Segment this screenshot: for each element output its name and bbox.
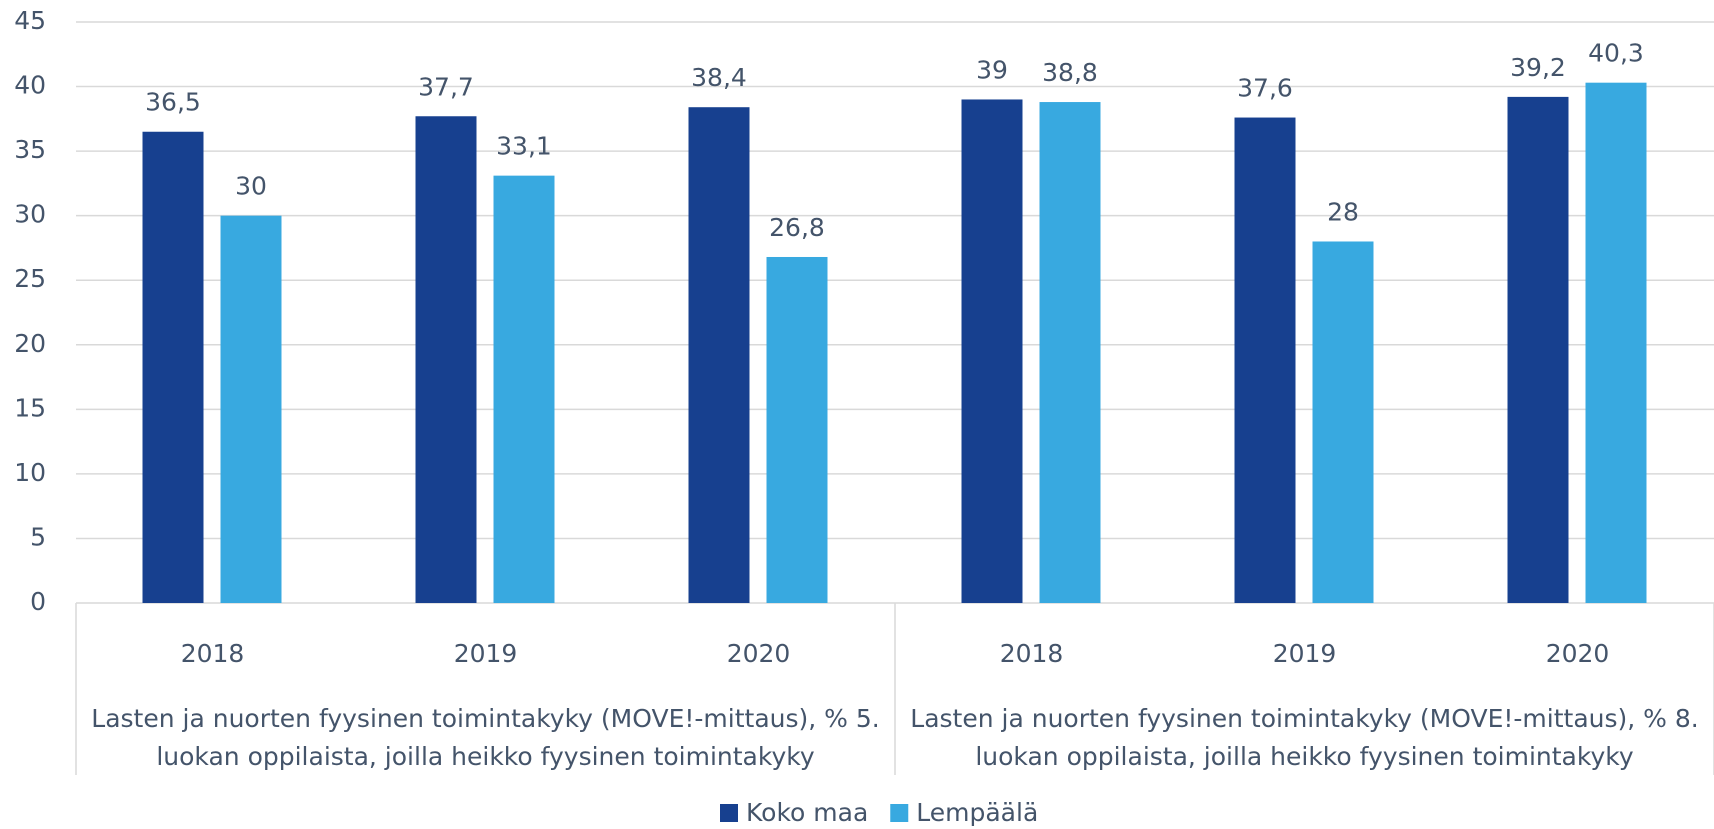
value-label: 39	[976, 55, 1008, 84]
legend-label: Lempäälä	[916, 798, 1038, 827]
y-tick-label: 25	[14, 264, 46, 293]
bar	[766, 256, 828, 603]
bar	[1039, 102, 1101, 603]
bar	[142, 131, 204, 603]
x-tick-label: 2019	[454, 639, 518, 668]
x-tick-label: 2020	[1546, 639, 1610, 668]
value-label: 37,7	[418, 72, 474, 101]
y-tick-label: 35	[14, 135, 46, 164]
bar	[220, 215, 282, 603]
bar	[415, 116, 477, 604]
y-tick-label: 30	[14, 200, 46, 229]
bar	[1234, 117, 1296, 603]
y-tick-label: 0	[30, 587, 46, 616]
value-label: 40,3	[1588, 39, 1644, 68]
bar	[493, 175, 555, 604]
value-label: 36,5	[145, 88, 201, 117]
bar	[1507, 96, 1569, 603]
y-tick-label: 40	[14, 71, 46, 100]
value-label: 30	[235, 172, 267, 201]
bar	[961, 99, 1023, 603]
x-tick-label: 2019	[1273, 639, 1337, 668]
legend-swatch	[720, 804, 738, 822]
y-tick-label: 45	[14, 6, 46, 35]
y-tick-label: 20	[14, 329, 46, 358]
bar	[1585, 82, 1647, 603]
x-tick-label: 2020	[727, 639, 791, 668]
value-label: 28	[1327, 197, 1359, 226]
value-label: 38,8	[1042, 58, 1098, 87]
x-tick-label: 2018	[1000, 639, 1064, 668]
y-tick-label: 5	[30, 522, 46, 551]
value-label: 33,1	[496, 132, 552, 161]
value-label: 38,4	[691, 63, 747, 92]
group-label: Lasten ja nuorten fyysinen toimintakyky …	[91, 704, 880, 771]
value-label: 37,6	[1237, 74, 1293, 103]
x-tick-label: 2018	[181, 639, 245, 668]
bar	[1312, 241, 1374, 603]
legend-label: Koko maa	[746, 798, 868, 827]
y-tick-label: 15	[14, 393, 46, 422]
bar	[688, 107, 750, 604]
group-label: Lasten ja nuorten fyysinen toimintakyky …	[910, 704, 1699, 771]
legend-swatch	[890, 804, 909, 822]
value-label: 26,8	[769, 213, 825, 242]
y-tick-label: 10	[14, 458, 46, 487]
value-label: 39,2	[1510, 53, 1566, 82]
